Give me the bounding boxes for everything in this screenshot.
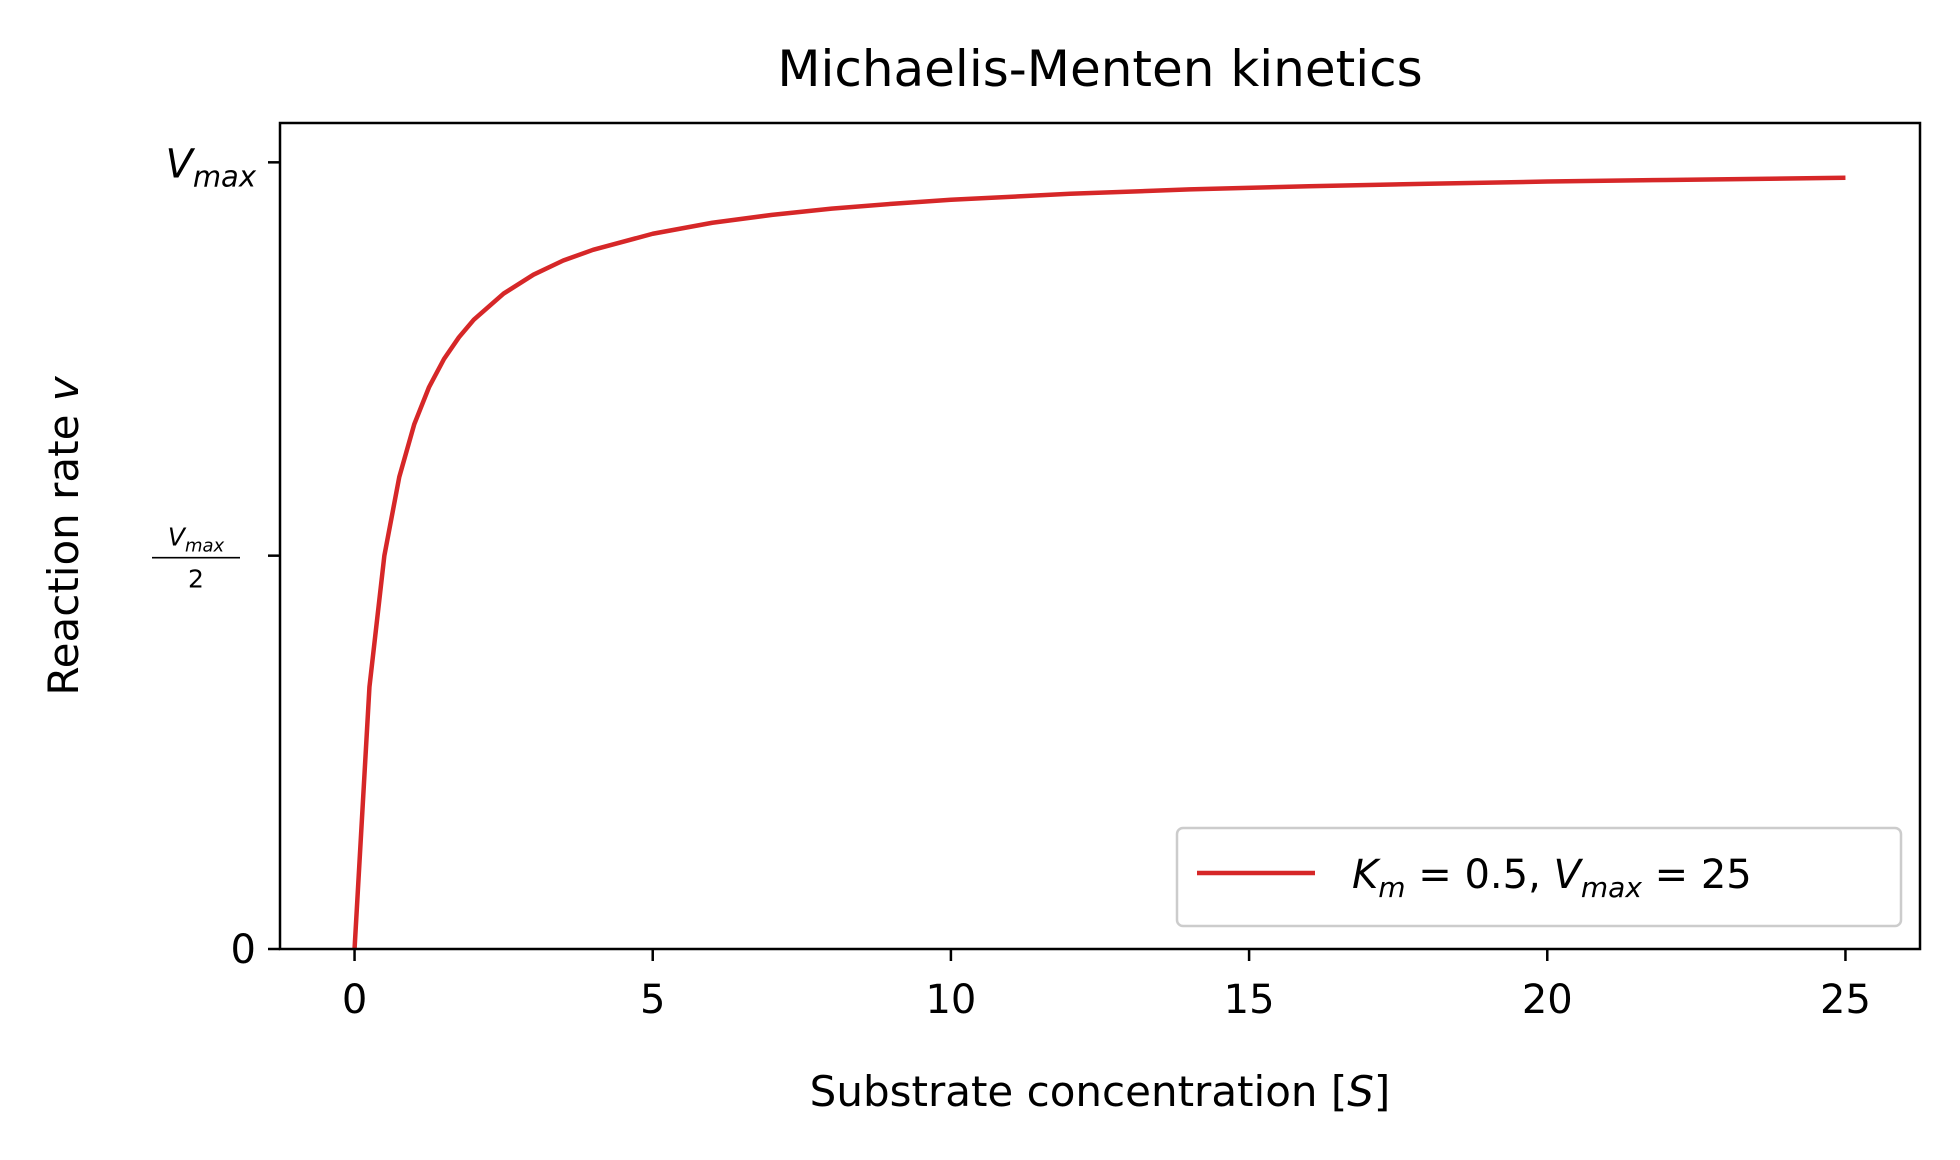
y-tick-label: 0 (231, 927, 256, 973)
x-tick-label: 25 (1820, 977, 1871, 1023)
y-tick-label: Vmax (165, 141, 256, 193)
x-axis-ticks: 0 5 10 15 20 25 (342, 949, 1871, 1023)
legend-label: Km = 0.5, Vmax = 25 (1352, 852, 1752, 904)
y-axis-label: Reaction rate v (39, 375, 88, 695)
legend: Km = 0.5, Vmax = 25 (1175, 826, 1903, 928)
legend-frame (1175, 826, 1903, 928)
y-tick-label: Vmax 2 (152, 523, 240, 594)
x-tick-label: 10 (925, 977, 976, 1023)
x-tick-label: 20 (1522, 977, 1573, 1023)
x-axis-label: Substrate concentration [S] (810, 1067, 1391, 1116)
x-tick-label: 15 (1224, 977, 1275, 1023)
chart-title: Michaelis-Menten kinetics (777, 40, 1422, 98)
x-tick-label: 5 (640, 977, 665, 1023)
svg-text:2: 2 (188, 565, 204, 594)
y-axis-ticks: 0 Vmax 2 Vmax (152, 141, 280, 973)
x-tick-label: 0 (342, 977, 367, 1023)
plot-area (352, 175, 1846, 950)
series-line-0 (352, 175, 1846, 950)
axes-frame (278, 121, 1922, 951)
svg-text:Vmax: Vmax (168, 523, 225, 557)
